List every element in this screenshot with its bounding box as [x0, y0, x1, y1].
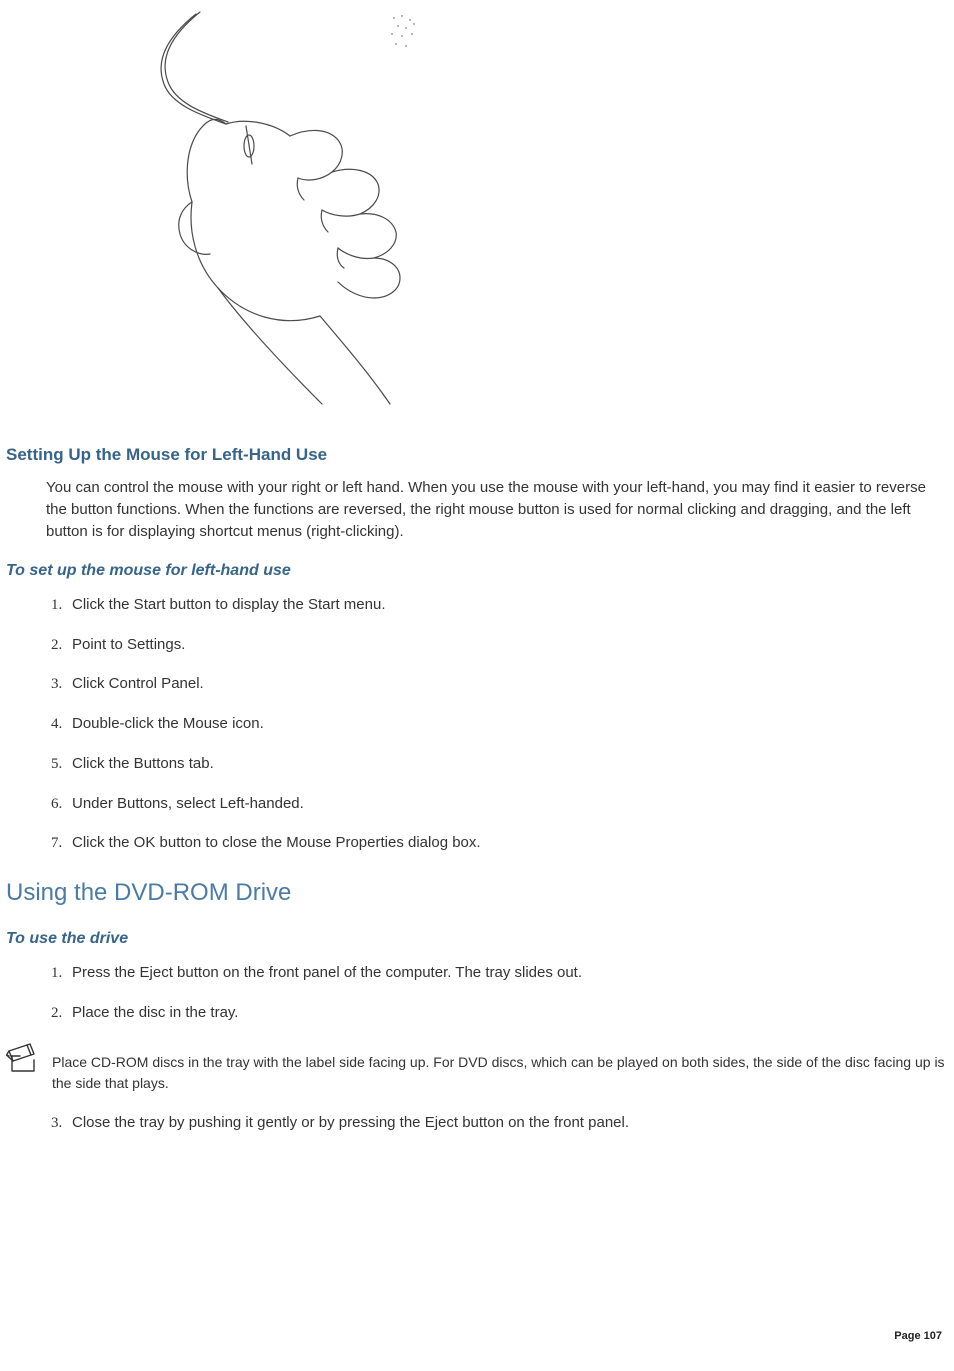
steps-list-drive-a: Press the Eject button on the front pane…: [36, 962, 948, 1024]
subheading-setup-steps: To set up the mouse for left-hand use: [6, 559, 948, 582]
list-item: Click the Buttons tab.: [66, 753, 948, 775]
intro-paragraph: You can control the mouse with your righ…: [46, 477, 948, 542]
subheading-use-drive: To use the drive: [6, 927, 948, 950]
page-number: Page 107: [894, 1329, 942, 1345]
list-item: Close the tray by pushing it gently or b…: [66, 1112, 948, 1134]
steps-list-drive-b: Close the tray by pushing it gently or b…: [36, 1112, 948, 1134]
list-item: Press the Eject button on the front pane…: [66, 962, 948, 984]
mouse-hand-figure: [76, 6, 948, 413]
list-item: Point to Settings.: [66, 634, 948, 656]
pencil-note-icon: [6, 1042, 44, 1080]
list-item: Place the disc in the tray.: [66, 1002, 948, 1024]
mouse-hand-illustration: [76, 6, 436, 406]
list-item: Click the Start button to display the St…: [66, 594, 948, 616]
steps-list-mouse: Click the Start button to display the St…: [36, 594, 948, 854]
note-block: Place CD-ROM discs in the tray with the …: [6, 1042, 948, 1094]
list-item: Click the OK button to close the Mouse P…: [66, 832, 948, 854]
heading-left-hand-mouse: Setting Up the Mouse for Left-Hand Use: [6, 443, 948, 468]
list-item: Under Buttons, select Left-handed.: [66, 793, 948, 815]
list-item: Double-click the Mouse icon.: [66, 713, 948, 735]
note-text: Place CD-ROM discs in the tray with the …: [52, 1042, 948, 1094]
heading-dvd-rom: Using the DVD-ROM Drive: [6, 876, 948, 911]
list-item: Click Control Panel.: [66, 673, 948, 695]
